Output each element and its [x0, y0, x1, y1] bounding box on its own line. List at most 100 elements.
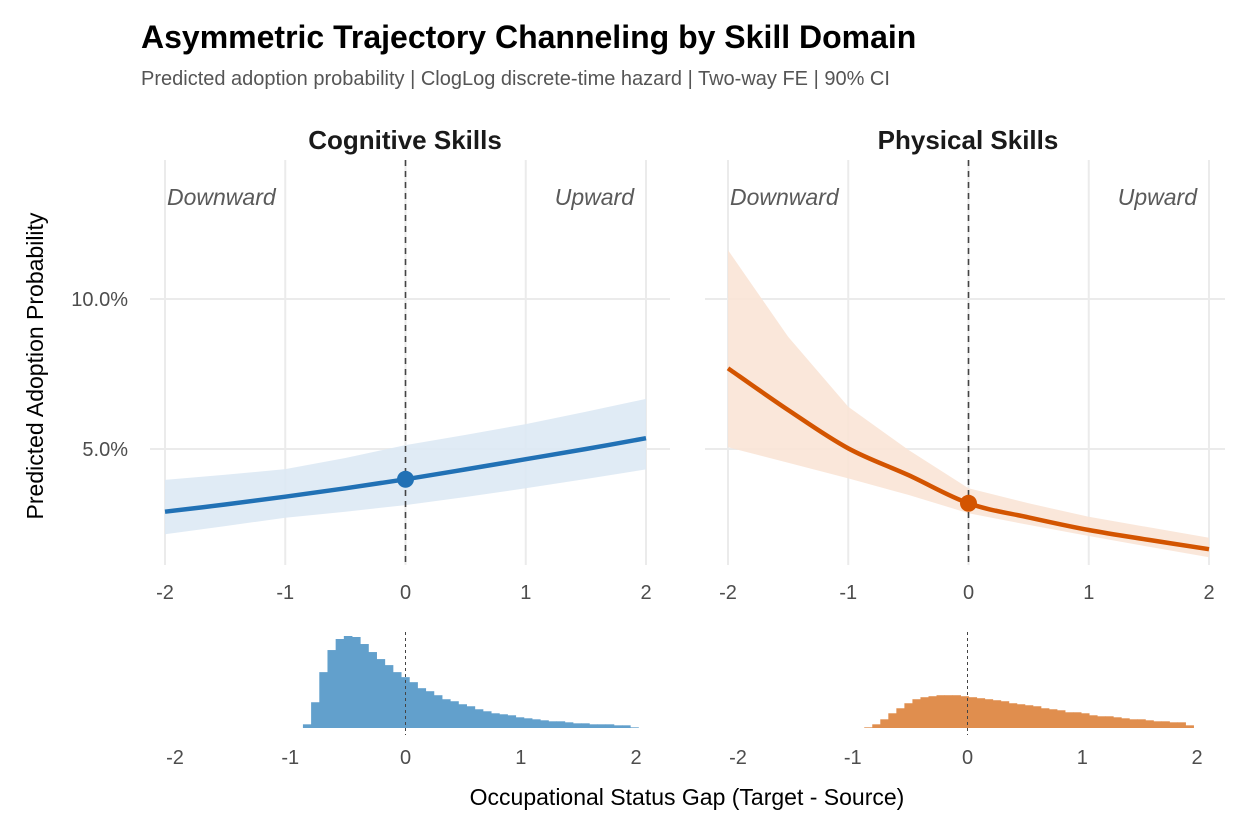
- histogram-bar: [920, 697, 929, 728]
- histogram-bar: [499, 714, 508, 728]
- histogram-bar: [581, 723, 590, 728]
- histogram-x-tick-label: 1: [1077, 747, 1088, 769]
- x-tick-label: 2: [640, 582, 651, 604]
- histogram-bar: [864, 727, 873, 728]
- chart-title: Asymmetric Trajectory Channeling by Skil…: [141, 19, 916, 55]
- x-tick-label: -1: [276, 582, 294, 604]
- histogram-bar: [912, 699, 921, 728]
- histogram-bar: [1008, 703, 1018, 728]
- histogram-bar: [425, 691, 435, 728]
- histogram-bar: [384, 665, 394, 728]
- histogram-bar: [335, 639, 345, 728]
- histogram-bar: [482, 711, 492, 728]
- histogram-bar: [458, 704, 467, 728]
- histogram-bar: [532, 719, 541, 728]
- reference-point: [397, 470, 414, 488]
- histogram-bar: [1137, 719, 1146, 728]
- x-tick-label: 1: [1083, 582, 1094, 604]
- histogram-bar: [409, 682, 418, 728]
- histogram-bar: [960, 696, 970, 728]
- x-tick-label: -2: [156, 582, 174, 604]
- histogram-bar: [1105, 716, 1114, 728]
- panel-title-cognitive: Cognitive Skills: [308, 125, 502, 155]
- histogram-bar: [952, 695, 962, 728]
- histogram-bar: [968, 697, 978, 728]
- histogram-bar: [904, 703, 913, 728]
- histogram-bar: [302, 724, 312, 728]
- histogram-bar: [1169, 722, 1178, 728]
- histogram-bar: [984, 699, 994, 728]
- histogram-bar: [556, 721, 566, 728]
- reference-point: [960, 494, 977, 512]
- histogram-bar: [1040, 708, 1050, 728]
- histogram-bar: [352, 637, 361, 728]
- histogram-bar: [936, 695, 945, 728]
- histogram-x-tick-label: -1: [844, 747, 862, 769]
- histogram-bar: [944, 695, 953, 728]
- histogram-bar: [928, 696, 937, 728]
- x-tick-label: 2: [1203, 582, 1214, 604]
- histogram-bar: [376, 659, 386, 728]
- histogram-bar: [880, 719, 889, 728]
- histogram-bar: [392, 672, 402, 728]
- annotation-downward: Downward: [167, 184, 277, 210]
- histogram-bar: [1000, 701, 1010, 728]
- histogram-bar: [507, 715, 517, 728]
- y-tick-label: 5.0%: [82, 439, 128, 461]
- histogram-bar: [589, 724, 598, 728]
- histogram-bar: [466, 706, 476, 728]
- panel-title-physical: Physical Skills: [878, 125, 1059, 155]
- histogram-bar: [1089, 715, 1098, 728]
- histogram-bar: [319, 672, 328, 728]
- histogram-bar: [1065, 712, 1074, 728]
- histogram-bar: [1097, 716, 1106, 728]
- histogram-bar: [1024, 705, 1034, 728]
- histogram-bar: [417, 688, 427, 728]
- histogram-bar: [515, 717, 525, 728]
- histogram-bar: [1048, 709, 1058, 728]
- histogram-bar: [1081, 713, 1090, 728]
- histogram-x-tick-label: 0: [400, 747, 411, 769]
- histogram-bar: [1121, 718, 1130, 728]
- histogram-x-tick-label: -1: [281, 747, 299, 769]
- histogram-bar: [540, 720, 549, 728]
- histogram-bar: [1016, 704, 1026, 728]
- histogram-bar: [1129, 719, 1138, 728]
- x-tick-label: 0: [963, 582, 974, 604]
- y-axis-title: Predicted Adoption Probability: [22, 212, 48, 519]
- histogram-bar: [1153, 721, 1162, 728]
- histogram-bar: [523, 718, 533, 728]
- x-tick-label: 1: [520, 582, 531, 604]
- histogram-bar: [613, 725, 623, 728]
- histogram-bar: [630, 727, 639, 728]
- histogram-bar: [360, 644, 369, 728]
- histogram-bar: [1177, 722, 1186, 728]
- histogram-x-tick-label: 0: [962, 747, 973, 769]
- x-tick-label: -2: [719, 582, 737, 604]
- histogram-bar: [474, 709, 484, 728]
- histogram-bar: [548, 721, 557, 728]
- histogram-bar: [622, 725, 631, 728]
- histogram-bar: [1185, 725, 1194, 728]
- histogram-x-tick-label: 2: [1191, 747, 1202, 769]
- histogram-bar: [433, 695, 443, 728]
- histogram-bar: [976, 698, 986, 728]
- histogram-bar: [450, 701, 459, 728]
- histogram-bar: [888, 713, 897, 728]
- x-tick-label: -1: [839, 582, 857, 604]
- histogram-x-tick-label: 1: [515, 747, 526, 769]
- annotation-downward: Downward: [730, 184, 840, 210]
- histogram-bar: [572, 723, 582, 728]
- histogram-bar: [872, 724, 881, 728]
- histogram-bar: [1113, 717, 1122, 728]
- annotation-upward: Upward: [555, 184, 635, 210]
- histogram-bar: [597, 724, 607, 728]
- histogram-bar: [311, 702, 320, 728]
- y-tick-label: 10.0%: [71, 289, 128, 311]
- histogram-bar: [1161, 721, 1170, 728]
- histogram-bar: [1073, 712, 1082, 728]
- histogram-bar: [605, 724, 615, 728]
- histogram-bar: [1032, 706, 1042, 728]
- chart-subtitle: Predicted adoption probability | ClogLog…: [141, 68, 890, 90]
- histogram-x-tick-label: -2: [729, 747, 747, 769]
